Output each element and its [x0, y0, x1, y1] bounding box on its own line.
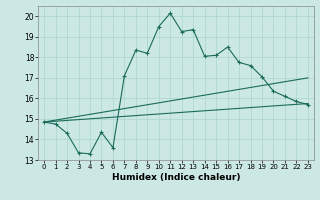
X-axis label: Humidex (Indice chaleur): Humidex (Indice chaleur)	[112, 173, 240, 182]
